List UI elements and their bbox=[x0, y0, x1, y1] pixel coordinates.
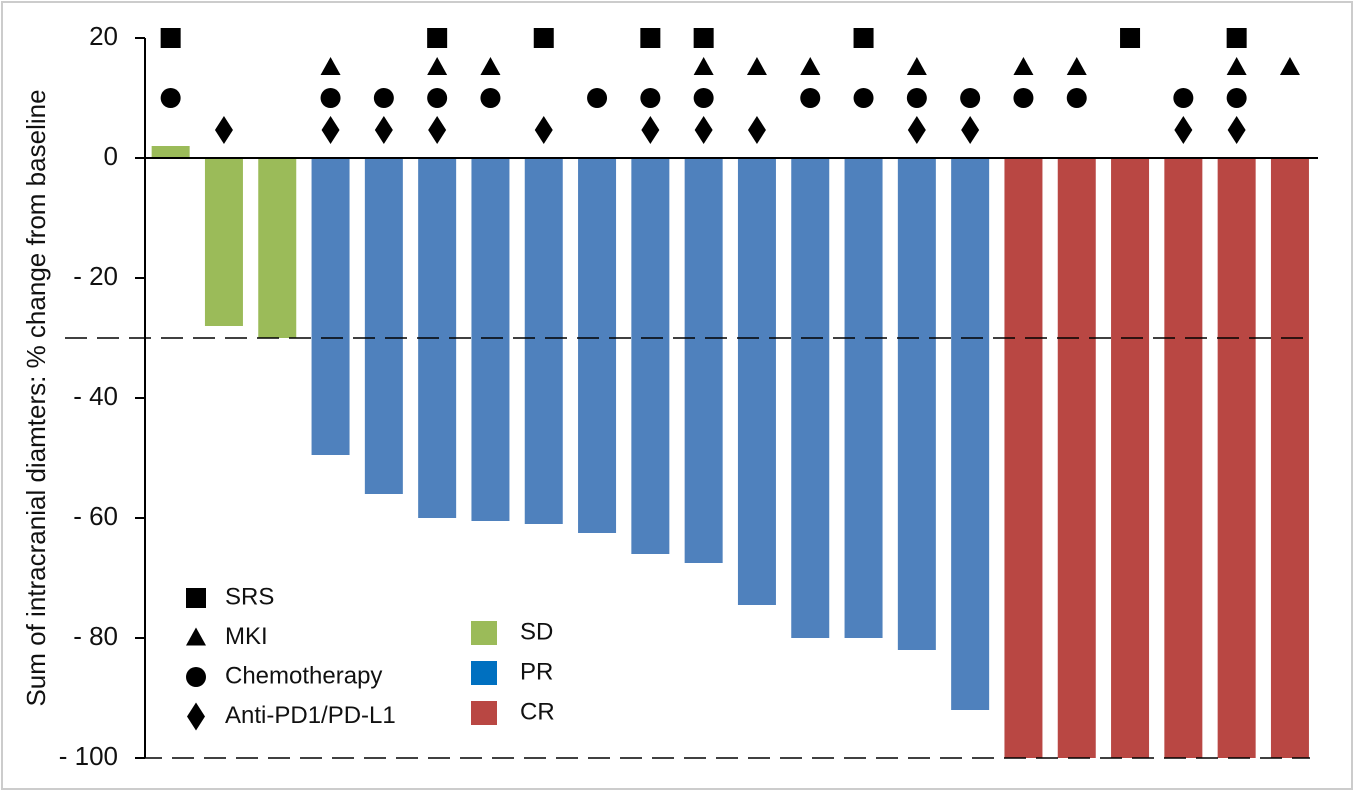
bar bbox=[471, 158, 510, 521]
bar bbox=[578, 158, 617, 533]
marker-triangle bbox=[746, 57, 767, 75]
marker-diamond bbox=[1174, 116, 1193, 144]
marker-diamond bbox=[1227, 116, 1246, 144]
marker-square bbox=[186, 588, 206, 608]
marker-square bbox=[533, 28, 554, 48]
marker-circle bbox=[906, 88, 927, 108]
marker-triangle bbox=[186, 627, 206, 646]
y-tick-label: 0 bbox=[104, 141, 118, 171]
bar bbox=[1057, 158, 1096, 758]
y-tick-label: - 40 bbox=[73, 381, 118, 411]
marker-square bbox=[693, 28, 714, 48]
bar bbox=[151, 146, 190, 158]
marker-diamond bbox=[187, 702, 205, 731]
marker-diamond bbox=[534, 116, 553, 144]
y-tick-label: - 80 bbox=[73, 621, 118, 651]
bar bbox=[311, 158, 350, 455]
bar bbox=[897, 158, 936, 650]
bar bbox=[1270, 158, 1309, 758]
marker-square bbox=[1120, 28, 1141, 48]
marker-triangle bbox=[1226, 57, 1247, 75]
bar bbox=[1004, 158, 1043, 758]
marker-circle bbox=[373, 88, 394, 108]
legend-label: SD bbox=[520, 618, 553, 645]
y-tick-label: 20 bbox=[89, 21, 118, 51]
bar bbox=[951, 158, 990, 710]
marker-diamond bbox=[907, 116, 926, 144]
y-tick-label: - 100 bbox=[59, 741, 118, 771]
marker-square bbox=[853, 28, 874, 48]
marker-circle bbox=[960, 88, 981, 108]
bar bbox=[524, 158, 563, 524]
marker-triangle bbox=[906, 57, 927, 75]
marker-circle bbox=[480, 88, 501, 108]
marker-diamond bbox=[747, 116, 766, 144]
marker-triangle bbox=[427, 57, 448, 75]
legend-label: SRS bbox=[225, 583, 274, 610]
bar bbox=[631, 158, 670, 554]
legend-label: Anti-PD1/PD-L1 bbox=[225, 702, 396, 729]
marker-circle bbox=[587, 88, 608, 108]
y-tick-label: - 20 bbox=[73, 261, 118, 291]
marker-triangle bbox=[1013, 57, 1034, 75]
marker-triangle bbox=[1066, 57, 1087, 75]
marker-triangle bbox=[1279, 57, 1300, 75]
legend-label: MKI bbox=[225, 623, 268, 650]
marker-circle bbox=[693, 88, 714, 108]
legend-label: PR bbox=[520, 658, 553, 685]
marker-square bbox=[427, 28, 448, 48]
marker-circle bbox=[1066, 88, 1087, 108]
legend-swatch bbox=[471, 701, 497, 725]
marker-circle bbox=[1013, 88, 1034, 108]
legend-label: Chemotherapy bbox=[225, 662, 382, 689]
marker-circle bbox=[640, 88, 661, 108]
marker-circle bbox=[853, 88, 874, 108]
bar bbox=[684, 158, 723, 563]
marker-circle bbox=[160, 88, 181, 108]
bar bbox=[844, 158, 883, 638]
marker-circle bbox=[1173, 88, 1194, 108]
marker-diamond bbox=[961, 116, 980, 144]
marker-triangle bbox=[800, 57, 821, 75]
legend-label: CR bbox=[520, 698, 555, 725]
bar bbox=[258, 158, 297, 338]
marker-triangle bbox=[480, 57, 501, 75]
legend-swatch bbox=[471, 661, 497, 685]
marker-diamond bbox=[214, 116, 233, 144]
bar bbox=[1164, 158, 1203, 758]
bar bbox=[364, 158, 403, 494]
bar bbox=[737, 158, 776, 605]
marker-diamond bbox=[428, 116, 447, 144]
marker-diamond bbox=[321, 116, 340, 144]
marker-circle bbox=[1226, 88, 1247, 108]
marker-square bbox=[640, 28, 661, 48]
bar bbox=[1111, 158, 1150, 758]
bar bbox=[1217, 158, 1256, 758]
marker-triangle bbox=[320, 57, 341, 75]
marker-triangle bbox=[693, 57, 714, 75]
bar bbox=[204, 158, 243, 326]
marker-diamond bbox=[641, 116, 660, 144]
marker-square bbox=[1226, 28, 1247, 48]
marker-diamond bbox=[374, 116, 393, 144]
marker-circle bbox=[800, 88, 821, 108]
marker-circle bbox=[320, 88, 341, 108]
bar bbox=[791, 158, 830, 638]
marker-diamond bbox=[694, 116, 713, 144]
marker-circle bbox=[186, 667, 206, 687]
y-axis-label: Sum of intracranial diamters: % change f… bbox=[21, 89, 51, 706]
legend-swatch bbox=[471, 621, 497, 645]
marker-circle bbox=[427, 88, 448, 108]
marker-square bbox=[160, 28, 181, 48]
y-tick-label: - 60 bbox=[73, 501, 118, 531]
